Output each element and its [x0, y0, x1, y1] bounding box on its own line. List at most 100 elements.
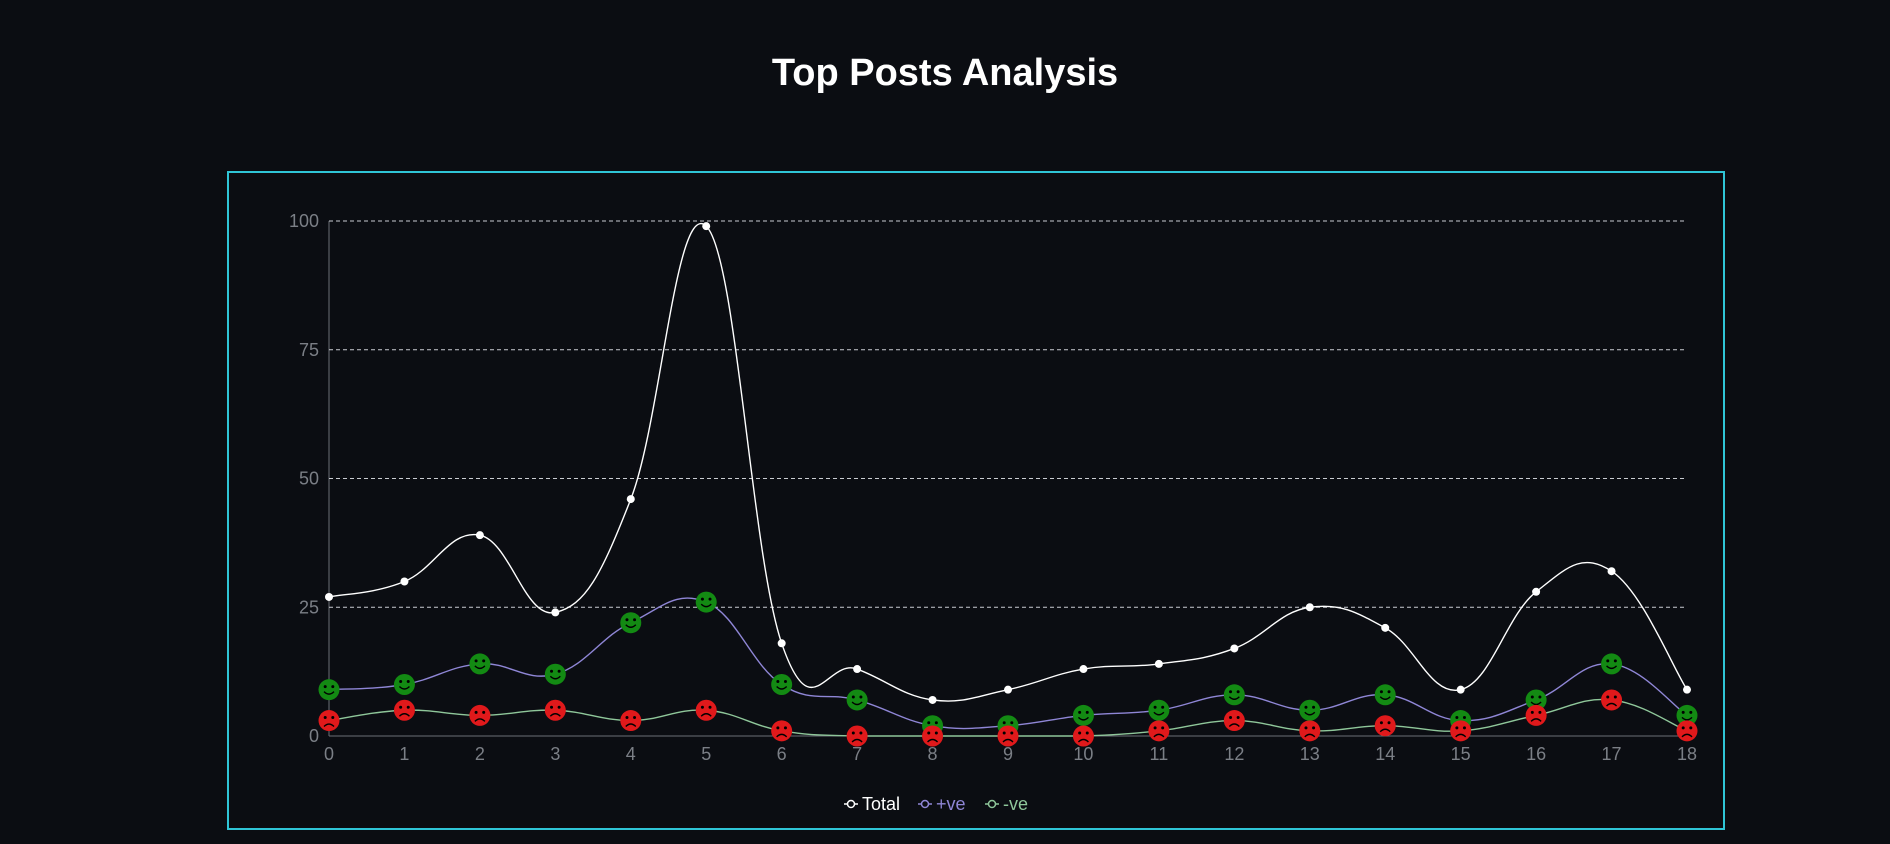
y-tick-label: 100 [289, 211, 319, 231]
face-mouth [1455, 733, 1467, 738]
face-circle [1299, 720, 1321, 742]
face-eye [1010, 721, 1014, 725]
face-mouth [474, 665, 486, 670]
sad-face-icon [1450, 720, 1472, 742]
face-circle [695, 591, 717, 613]
face-eye [406, 680, 410, 683]
x-tick-label: 16 [1526, 744, 1546, 764]
x-tick-label: 9 [1003, 744, 1013, 764]
face-eye [323, 685, 327, 689]
face-circle [1450, 720, 1472, 742]
x-tick-label: 6 [777, 744, 787, 764]
happy-face-icon [1299, 699, 1321, 721]
face-mouth [851, 738, 863, 743]
happy-face-icon [1601, 653, 1623, 675]
legend-item: -ve [985, 794, 1028, 814]
face-eye [708, 597, 712, 601]
face-circle [771, 674, 793, 695]
face-circle [846, 725, 868, 747]
face-mouth [1681, 716, 1693, 721]
face-eye [557, 705, 561, 709]
face-mouth [1228, 723, 1240, 728]
face-mouth [1153, 711, 1165, 716]
face-circle [469, 653, 491, 675]
face-eye [1606, 695, 1610, 699]
y-tick-label: 50 [299, 469, 319, 489]
face-eye [776, 680, 780, 683]
face-circle [1072, 725, 1094, 747]
x-tick-label: 0 [324, 744, 334, 764]
face-mouth [1153, 733, 1165, 738]
face-circle [1676, 704, 1698, 726]
face-eye [474, 710, 478, 714]
face-mouth [1379, 728, 1391, 733]
data-point-total [1230, 644, 1239, 653]
face-circle [1525, 704, 1547, 726]
chart-frame: 0 25 50 75 100 0 1 2 3 4 5 6 7 8 9 10 11 12 13 14 15 16 17 18 To… [227, 171, 1725, 830]
face-eye [1613, 659, 1617, 663]
face-circle [846, 689, 868, 711]
happy-face-icon [695, 591, 717, 613]
sad-face-icon [771, 720, 793, 742]
series-line-positive [328, 597, 1688, 730]
face-eye [323, 716, 327, 720]
sad-face-icon [1223, 710, 1245, 732]
face-circle [1525, 689, 1547, 711]
face-mouth [1077, 738, 1089, 743]
face-eye [1161, 705, 1165, 709]
face-eye [1002, 721, 1006, 725]
sad-face-icon [393, 699, 415, 721]
data-point-total [1607, 567, 1616, 576]
face-eye [1085, 710, 1089, 714]
face-eye [406, 705, 410, 709]
data-point-total [1305, 603, 1314, 612]
x-tick-label: 8 [928, 744, 938, 764]
data-point-total [928, 695, 937, 704]
x-tick-label: 10 [1073, 744, 1093, 764]
legend-label: Total [862, 794, 900, 814]
face-eye [482, 659, 486, 663]
sad-face-icon [846, 725, 868, 747]
face-circle [771, 720, 793, 742]
x-tick-label: 14 [1375, 744, 1395, 764]
face-mouth [625, 624, 637, 628]
face-eye [851, 731, 855, 735]
face-eye [633, 618, 637, 622]
x-tick-label: 11 [1150, 744, 1169, 764]
face-eye [331, 685, 335, 689]
face-mouth [927, 738, 939, 743]
face-circle [1299, 699, 1321, 721]
face-circle [1223, 710, 1245, 732]
face-circle [1148, 720, 1170, 742]
face-eye [783, 680, 787, 683]
face-mouth [1681, 733, 1693, 738]
face-eye [1010, 731, 1014, 735]
face-eye [1304, 726, 1308, 730]
face-circle [695, 699, 717, 721]
data-point-total [551, 608, 560, 617]
face-eye [625, 618, 629, 622]
happy-face-icon [1525, 689, 1547, 711]
face-eye [783, 726, 787, 730]
sad-face-icon [544, 699, 566, 721]
happy-face-icon [1072, 704, 1094, 726]
sad-face-icon [1601, 689, 1623, 711]
face-circle [620, 710, 642, 732]
face-eye [934, 731, 938, 735]
face-eye [1304, 705, 1308, 709]
x-tick-label: 2 [475, 744, 485, 764]
face-eye [1002, 731, 1006, 735]
face-eye [1530, 695, 1534, 699]
face-eye [1379, 721, 1383, 725]
happy-face-icon [620, 612, 642, 634]
data-point-total [400, 577, 409, 586]
face-eye [399, 680, 403, 683]
face-mouth [625, 723, 637, 728]
face-circle [393, 674, 415, 695]
face-mouth [1002, 738, 1014, 743]
face-circle [318, 710, 340, 732]
data-point-total [626, 495, 635, 504]
face-circle [1676, 720, 1698, 742]
legend-item: Total [844, 794, 900, 814]
